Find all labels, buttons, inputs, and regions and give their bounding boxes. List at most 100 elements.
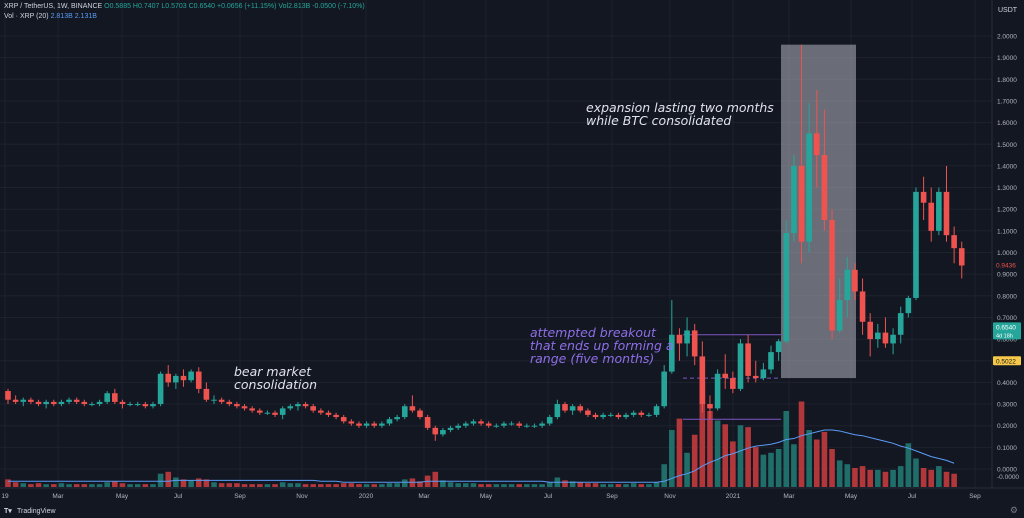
candles[interactable] <box>5 44 965 441</box>
symbol-legend[interactable]: XRP / TetherUS, 1W, BINANCE O0.5885 H0.7… <box>4 3 365 10</box>
volume-bar <box>279 482 286 487</box>
candle <box>859 278 866 335</box>
volume-bar <box>646 484 652 487</box>
candle-body <box>951 235 957 249</box>
candle <box>371 421 378 428</box>
time-tick-label: May <box>116 493 129 500</box>
candle-body <box>112 393 118 402</box>
volume-bar <box>852 468 858 487</box>
candle-body <box>302 404 309 407</box>
candle-body <box>470 421 477 424</box>
candle <box>386 417 393 426</box>
time-tick-label: Sep <box>969 493 981 500</box>
price-tick-label: 1.9000 <box>997 55 1017 62</box>
candle-body <box>234 404 240 407</box>
candle-body <box>295 404 301 407</box>
volume-bar <box>676 418 683 487</box>
candle-body <box>585 410 591 415</box>
candle <box>447 425 454 433</box>
candle-body <box>417 410 423 418</box>
volume-bar <box>730 441 736 487</box>
volume-bar <box>318 484 324 487</box>
candle-body <box>66 399 72 402</box>
price-axis[interactable]: USDT 2.0000 1.9000 1.8000 1.7000 1.6000 1.5000… <box>991 0 1024 518</box>
volume-bar <box>150 484 156 487</box>
candle-body <box>577 406 584 411</box>
volume-bar <box>592 483 599 487</box>
last-price-label-bg <box>993 260 1021 270</box>
candle-body <box>730 378 736 389</box>
candle-body <box>325 412 332 415</box>
candle <box>379 421 385 428</box>
volume-bar <box>951 473 957 487</box>
volume-bar <box>913 458 919 487</box>
candle <box>539 421 545 428</box>
candle <box>592 412 599 420</box>
price-tick-label: 1.6000 <box>997 120 1017 127</box>
candle-body <box>554 404 561 418</box>
volume-bar <box>173 477 179 487</box>
volume-bar <box>295 483 301 487</box>
candle-body <box>333 414 339 418</box>
volume-bar <box>142 484 149 487</box>
candle <box>699 341 706 413</box>
candle <box>295 401 301 411</box>
volume-bar <box>20 483 27 487</box>
volume-bar <box>81 484 88 487</box>
candle-body <box>363 423 370 426</box>
candle <box>615 412 622 420</box>
candle-body <box>813 133 820 156</box>
candle <box>768 345 774 374</box>
candle-body <box>96 401 103 405</box>
volume-bar <box>569 481 576 487</box>
brand-label: TradingView <box>17 508 56 515</box>
candle <box>195 367 202 394</box>
volume-bar <box>653 482 660 487</box>
candle-body <box>859 291 866 322</box>
candle <box>12 395 19 405</box>
tradingview-brand[interactable]: T▾ TradingView <box>4 508 56 516</box>
candle <box>913 187 919 301</box>
time-tick-label: Nov <box>664 493 676 500</box>
volume-bar <box>333 484 339 487</box>
volume-bar <box>325 484 332 487</box>
candle-body <box>653 406 660 415</box>
volume-bar <box>5 479 11 487</box>
candle <box>791 155 797 242</box>
price-tick-label: 1.8000 <box>997 77 1017 84</box>
volume-bar <box>463 483 469 487</box>
volume-bar <box>432 471 439 487</box>
candle-body <box>676 334 683 344</box>
volume-bar <box>256 484 263 487</box>
candle-body <box>463 423 469 426</box>
price-tick-label: 1.0000 <box>997 250 1017 257</box>
candle-body <box>867 321 873 340</box>
volume-bar <box>58 483 65 487</box>
candle-body <box>249 408 255 411</box>
candle-body <box>501 423 507 426</box>
candle <box>653 404 660 418</box>
candle <box>806 103 812 253</box>
candle-body <box>409 406 416 411</box>
candle <box>577 404 584 413</box>
candle-body <box>340 417 347 422</box>
candle-body <box>569 406 576 411</box>
volume-bar <box>821 431 828 487</box>
gear-icon[interactable]: ⚙ <box>1009 505 1018 515</box>
candle <box>501 421 507 428</box>
candle-body <box>684 330 690 344</box>
candle <box>432 425 439 441</box>
candle-body <box>180 375 187 381</box>
volume-bar <box>920 468 927 487</box>
time-axis[interactable]: 19 Mar May Jul Sep Nov 2020 Mar May Jul Sep Nov 2021… <box>0 487 1024 500</box>
volume-bar <box>661 464 667 487</box>
candle <box>89 401 95 407</box>
volume-bar <box>119 483 126 487</box>
volume-legend[interactable]: Vol · XRP (20) 2.813B 2.131B <box>4 13 97 20</box>
candle-body <box>508 423 515 425</box>
candle-body <box>379 423 385 426</box>
volume-bar <box>440 480 446 487</box>
candle <box>333 412 339 420</box>
candle-body <box>386 419 393 424</box>
